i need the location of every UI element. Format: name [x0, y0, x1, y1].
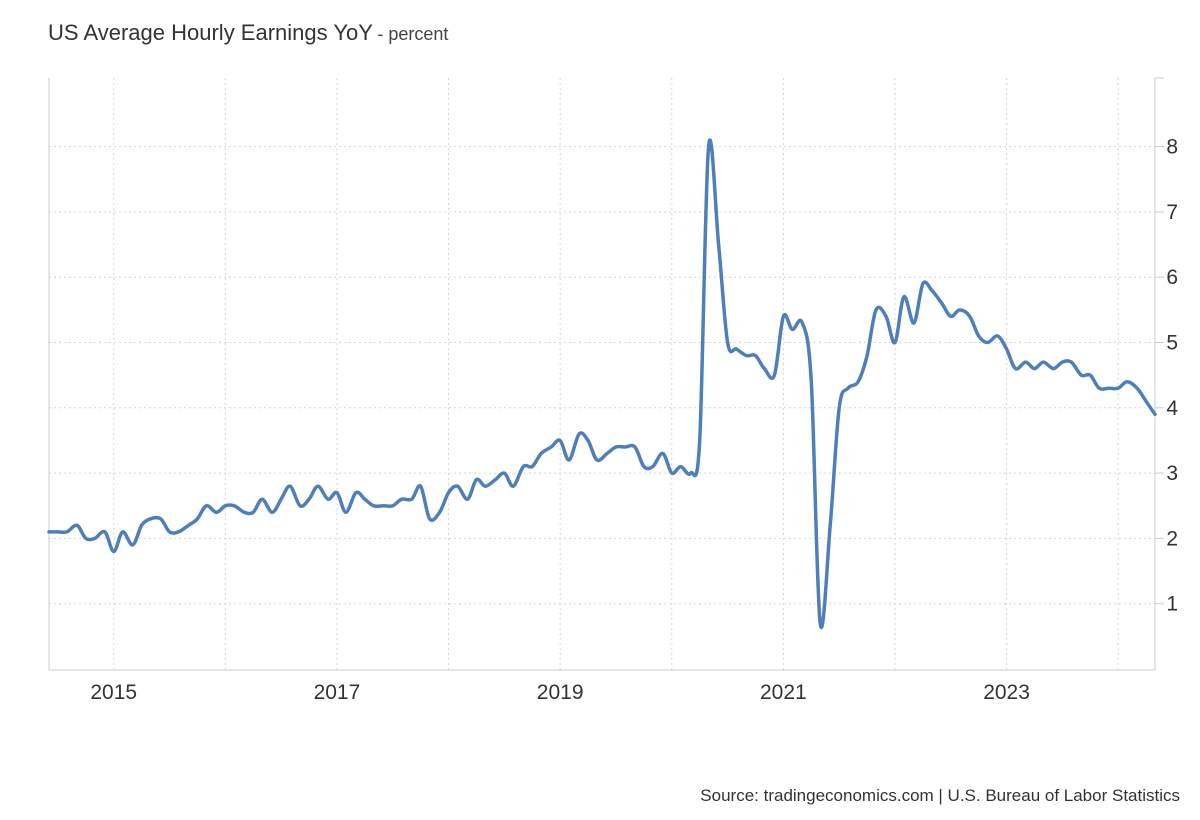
y-tick-label: 7	[1166, 201, 1178, 224]
y-tick-label: 1	[1166, 593, 1178, 616]
grid	[49, 78, 1155, 670]
x-tick-label: 2021	[760, 681, 807, 704]
chart-title: US Average Hourly Earnings YoY	[48, 20, 373, 45]
y-tick-labels: 1 2 3 4 5 6 7 8	[1166, 136, 1178, 616]
x-tick-labels: 2015 2017 2019 2021 2023	[90, 681, 1030, 704]
y-tick-label: 5	[1166, 332, 1178, 355]
x-tick-label: 2017	[314, 681, 361, 704]
chart-subtitle: - percent	[377, 24, 449, 44]
x-tick-label: 2019	[537, 681, 584, 704]
series-group	[47, 138, 1157, 629]
source-note: Source: tradingeconomics.com | U.S. Bure…	[700, 786, 1180, 805]
chart-title-row: US Average Hourly Earnings YoY - percent	[48, 20, 448, 46]
y-tick-label: 2	[1166, 527, 1178, 550]
axes	[48, 77, 1164, 671]
y-tick-label: 4	[1166, 397, 1178, 420]
x-tick-label: 2015	[90, 681, 137, 704]
y-tick-label: 6	[1166, 266, 1178, 289]
y-tick-label: 3	[1166, 462, 1178, 485]
series-line	[47, 138, 1157, 629]
x-tick-label: 2023	[983, 681, 1030, 704]
y-tick-label: 8	[1166, 136, 1178, 159]
